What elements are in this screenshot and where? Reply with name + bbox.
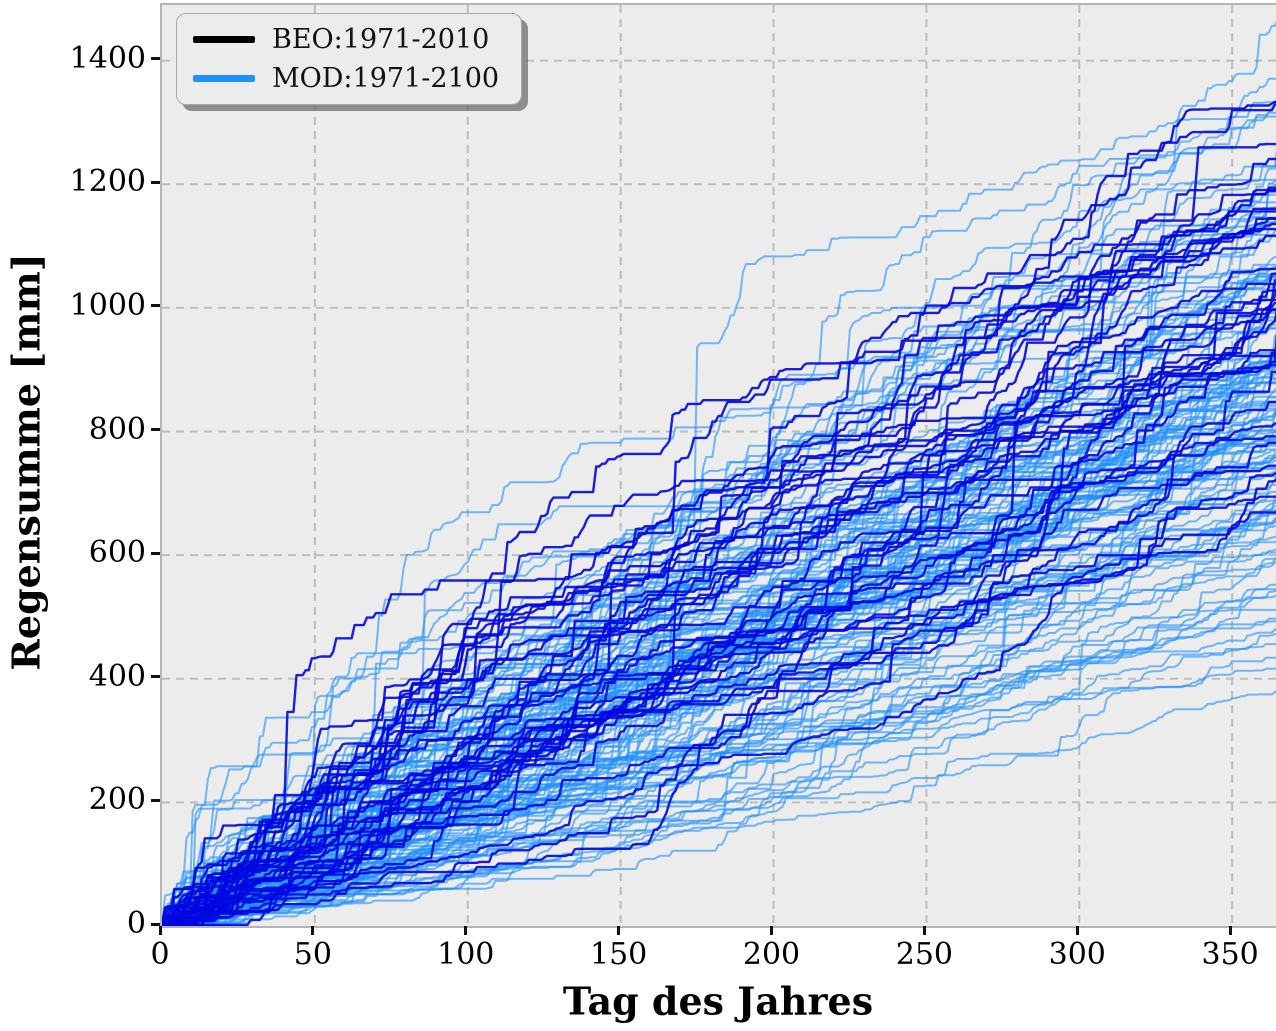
y-tick-label: 600 (88, 535, 146, 571)
beo-curve (162, 308, 1276, 926)
y-tick-label: 200 (88, 782, 146, 818)
beo-curve (162, 285, 1276, 926)
legend-entry-mod: MOD:1971-2100 (193, 62, 499, 95)
beo-curve (162, 309, 1276, 926)
mod-curve (162, 283, 1276, 926)
y-tick-mark (151, 675, 160, 679)
beo-curve (162, 157, 1276, 926)
x-tick-mark (922, 926, 926, 935)
mod-curve (162, 443, 1276, 926)
x-tick-label: 300 (1048, 937, 1106, 972)
beo-curve (162, 347, 1276, 926)
y-tick-label: 800 (88, 411, 146, 447)
mod-curve (162, 201, 1276, 926)
legend-label-beo: BEO:1971-2010 (272, 24, 490, 55)
legend: BEO:1971-2010 MOD:1971-2100 (176, 13, 523, 105)
x-tick-label: 250 (895, 937, 953, 972)
beo-curve (162, 349, 1276, 926)
legend-label-mod: MOD:1971-2100 (272, 63, 500, 94)
y-tick-label: 400 (88, 658, 146, 694)
beo-curve (162, 282, 1276, 926)
mod-curve (162, 402, 1276, 926)
x-tick-label: 200 (742, 937, 801, 972)
x-tick-label: 100 (437, 937, 495, 972)
mod-curve (162, 475, 1276, 926)
mod-curve (162, 557, 1276, 926)
mod-curve (162, 347, 1276, 926)
beo-curve (162, 301, 1276, 926)
chart-canvas (162, 5, 1276, 926)
x-tick-mark (158, 926, 162, 935)
mod-curve (162, 165, 1276, 926)
beo-curve (162, 495, 1276, 926)
x-tick-label: 350 (1201, 937, 1259, 972)
beo-curve (162, 464, 1276, 926)
x-tick-label: 150 (589, 937, 648, 972)
y-tick-label: 0 (126, 906, 146, 941)
legend-entry-beo: BEO:1971-2010 (193, 23, 499, 56)
mod-line-swatch (193, 75, 255, 82)
x-tick-mark (617, 926, 621, 935)
beo-curve (162, 102, 1276, 926)
y-tick-mark (151, 57, 160, 61)
beo-curve (162, 100, 1276, 926)
x-tick-label: 50 (293, 937, 332, 972)
beo-curve (162, 363, 1276, 926)
x-tick-label: 0 (150, 937, 170, 972)
beo-curve (162, 510, 1276, 926)
y-tick-label: 1000 (69, 287, 146, 323)
y-tick-mark (151, 922, 160, 926)
beo-line-swatch (193, 36, 255, 43)
x-axis-label: Tag des Jahres (562, 978, 874, 1024)
beo-curve (162, 422, 1276, 926)
x-tick-mark (1075, 926, 1079, 935)
mod-curve (162, 496, 1276, 926)
mod-curve (162, 656, 1276, 926)
x-tick-mark (770, 926, 773, 935)
y-tick-mark (151, 798, 160, 802)
mod-curve (162, 583, 1276, 926)
plot-area (160, 3, 1276, 928)
y-tick-mark (151, 180, 160, 184)
x-tick-mark (311, 926, 315, 935)
beo-curve (162, 435, 1276, 926)
beo-curve (162, 216, 1276, 926)
y-tick-label: 1400 (69, 40, 146, 76)
y-tick-mark (151, 551, 160, 555)
x-tick-mark (464, 926, 468, 935)
y-tick-mark (151, 428, 160, 431)
x-tick-mark (1228, 926, 1232, 935)
y-tick-label: 1200 (69, 164, 146, 200)
y-tick-mark (151, 304, 160, 308)
y-axis-label: Regensumme [mm] (3, 253, 49, 671)
